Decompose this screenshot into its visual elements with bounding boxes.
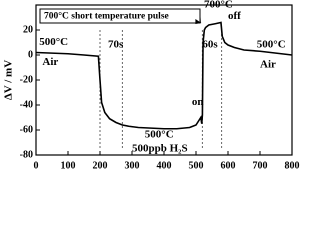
annotation: Air xyxy=(260,59,276,71)
y-tick-label: -40 xyxy=(20,99,33,110)
note-text: 700°C short temperature pulse xyxy=(44,11,169,22)
y-axis-label: ΔV / mV xyxy=(3,60,15,100)
annotation: 500°C xyxy=(39,36,68,48)
x-tick-label: 100 xyxy=(61,160,76,171)
arrow-head xyxy=(195,19,202,24)
x-tick-label: 700 xyxy=(253,160,268,171)
x-tick-label: 200 xyxy=(93,160,108,171)
x-tick-label: 300 xyxy=(125,160,140,171)
y-tick-label: 20 xyxy=(23,24,33,35)
annotation: 500°C xyxy=(145,129,174,141)
y-tick-label: -60 xyxy=(20,124,33,135)
page: {"chart_data": {"type": "line", "y_label… xyxy=(2,0,300,172)
annotation: 500°C xyxy=(257,39,286,51)
y-tick-label: 0 xyxy=(28,49,33,60)
note-box xyxy=(39,8,201,24)
x-tick-label: 0 xyxy=(34,160,39,171)
x-tick-label: 500 xyxy=(189,160,204,171)
annotation: 700°C xyxy=(204,0,233,11)
annotation: 500ppb H₂S xyxy=(132,142,188,154)
annotation: Air xyxy=(42,56,58,68)
y-tick-label: -80 xyxy=(20,149,33,160)
y-tick-label: -20 xyxy=(20,74,33,85)
line-series xyxy=(35,21,293,130)
annotation: on xyxy=(192,96,204,108)
annotation: 60s xyxy=(202,39,218,51)
x-tick-label: 800 xyxy=(285,160,300,171)
x-tick-label: 400 xyxy=(157,160,172,171)
annotation: 70s xyxy=(108,39,124,51)
annotation: off xyxy=(228,10,241,22)
x-tick-label: 600 xyxy=(221,160,236,171)
